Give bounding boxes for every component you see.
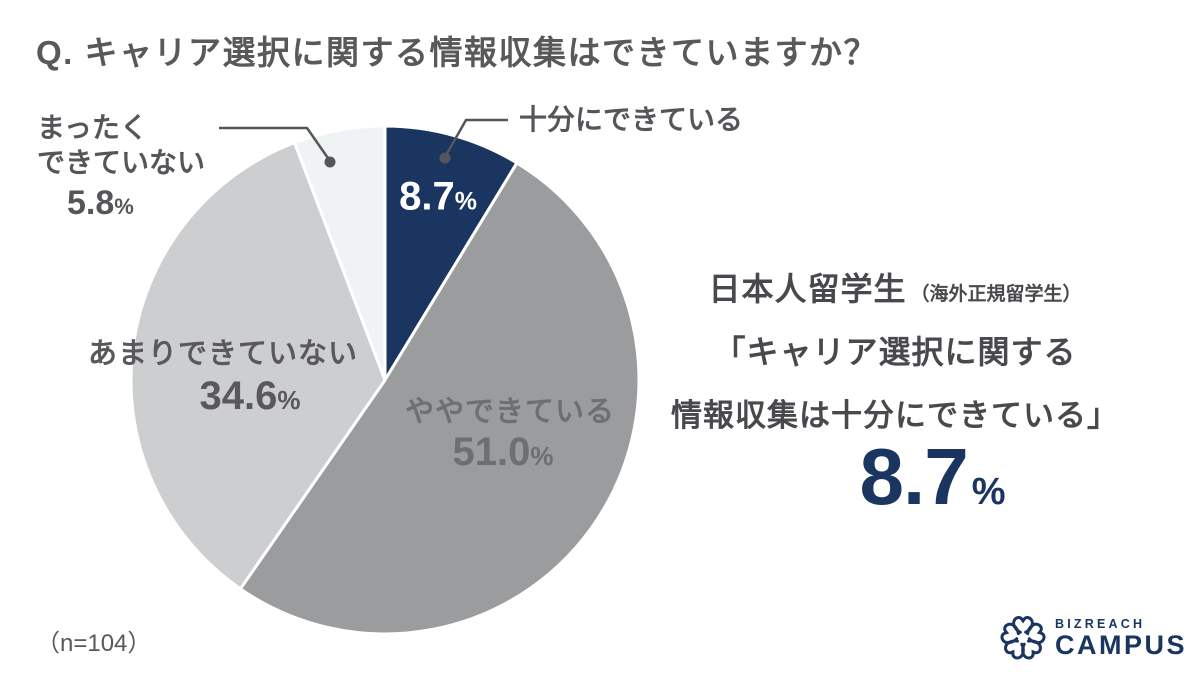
highlight-value-number: 8.7 — [859, 432, 968, 521]
sakura-petal — [1021, 639, 1042, 660]
pie-slice-somewhat — [238, 161, 641, 636]
sakura-flower-icon — [1000, 616, 1046, 660]
logo-brand-bottom: CAMPUS — [1055, 630, 1188, 660]
value-none-percent-sign: % — [114, 194, 134, 219]
highlight-value: 8.7% — [735, 437, 1130, 517]
sample-size: （n=104） — [36, 630, 152, 657]
value-sufficient-percent-sign: % — [454, 187, 477, 216]
value-none: 5.8% — [67, 184, 134, 223]
value-somewhat-number: 51.0 — [452, 430, 531, 474]
value-not-much: 34.6% — [200, 374, 301, 419]
sakura-petal — [1000, 622, 1020, 645]
page-title: Q. キャリア選択に関する情報収集はできていますか？ — [36, 34, 879, 71]
logo-brand-top: BIZREACH — [1055, 617, 1146, 631]
value-somewhat-percent-sign: % — [530, 441, 554, 471]
value-sufficient: 8.7% — [399, 175, 477, 220]
sakura-petal — [1004, 639, 1025, 660]
bizreach-campus-logo: BIZREACH CAMPUS — [1000, 614, 1187, 662]
pie-slice-not-much — [129, 141, 387, 591]
value-none-number: 5.8 — [67, 184, 115, 222]
pie-chart — [127, 122, 643, 638]
label-none-line1: まったく — [37, 112, 148, 143]
logo-text: BIZREACH CAMPUS — [1055, 617, 1187, 659]
label-somewhat: ややできている — [404, 396, 616, 428]
value-not-much-number: 34.6 — [199, 374, 278, 418]
label-sufficient: 十分にできている — [519, 104, 744, 135]
value-sufficient-number: 8.7 — [399, 174, 455, 219]
value-not-much-percent-sign: % — [277, 385, 301, 415]
highlight-quote-line2: 情報収集は十分にできている」 — [671, 398, 1119, 433]
highlight-subject-main: 日本人留学生 — [708, 271, 907, 307]
highlight-value-percent-sign: % — [971, 471, 1006, 513]
sakura-petal — [1012, 616, 1034, 634]
value-somewhat: 51.0% — [453, 430, 554, 475]
label-not-much: あまりできていない — [88, 338, 359, 370]
highlight-subject-sub: （海外正規留学生） — [910, 284, 1082, 305]
highlight-panel: 日本人留学生 （海外正規留学生） 「キャリア選択に関する 情報収集は十分にできてい… — [660, 264, 1130, 517]
sakura-petal — [1026, 622, 1046, 645]
highlight-quote-line1: 「キャリア選択に関する — [713, 334, 1077, 370]
pie-chart-svg — [129, 124, 641, 636]
label-none-line2: できていない — [37, 147, 206, 178]
highlight-subject: 日本人留学生 （海外正規留学生） — [660, 264, 1130, 310]
